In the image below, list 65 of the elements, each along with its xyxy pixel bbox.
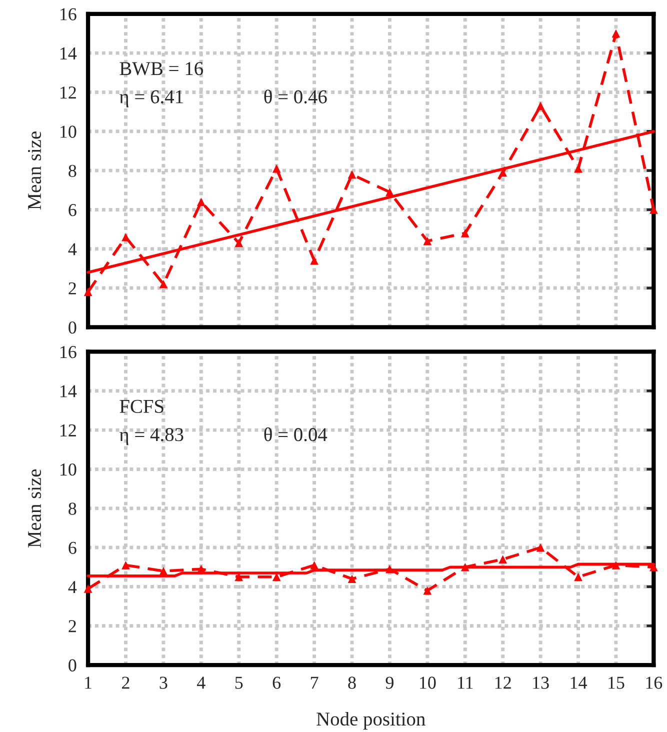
x-axis-title: Node position [316, 712, 426, 730]
x-tick-label: 11 [458, 676, 473, 689]
point [310, 560, 318, 570]
point [574, 164, 582, 173]
y-tick-label: 4 [68, 243, 77, 256]
point [536, 543, 545, 552]
x-tick-label: 14 [570, 676, 587, 689]
point [612, 29, 620, 38]
annotation: η = 4.83 [119, 428, 184, 446]
y-tick-label: 6 [68, 204, 76, 216]
y-axis-title: Mean size [28, 469, 42, 548]
annotation: η = 6.41 [119, 90, 183, 108]
y-tick-label: 0 [68, 659, 76, 672]
x-tick-label: 2 [122, 676, 130, 689]
x-tick-label: 7 [310, 676, 318, 689]
point [348, 170, 356, 179]
point [197, 198, 206, 206]
y-tick-label: 8 [68, 164, 76, 177]
y-tick-label: 4 [68, 581, 77, 593]
point [536, 102, 545, 110]
annotation: FCFS [120, 400, 164, 413]
point [84, 584, 92, 593]
y-tick-label: 14 [60, 47, 77, 60]
point [649, 206, 658, 214]
x-tick-label: 5 [235, 676, 243, 689]
point [84, 288, 92, 296]
point [498, 555, 507, 564]
x-tick-label: 13 [533, 676, 549, 689]
point [122, 560, 130, 570]
point [310, 256, 318, 265]
x-tick-label: 12 [495, 676, 511, 689]
point [460, 229, 470, 238]
x-tick-label: 3 [160, 676, 168, 689]
annotation: BWB = 16 [120, 62, 203, 76]
point [272, 164, 281, 173]
x-tick-label: 8 [348, 676, 356, 689]
y-tick-label: 0 [68, 321, 76, 334]
x-tick-label: 10 [420, 676, 436, 689]
y-tick-label: 12 [60, 424, 76, 436]
y-tick-label: 2 [68, 620, 76, 632]
x-tick-label: 6 [272, 676, 281, 689]
y-tick-label: 10 [60, 463, 76, 476]
x-tick-label: 15 [608, 676, 624, 689]
x-tick-label: 9 [386, 676, 394, 689]
y-tick-label: 16 [60, 8, 76, 20]
point [574, 572, 582, 582]
point [159, 280, 168, 288]
y-axis-title: Mean size [28, 132, 42, 210]
x-tick-label: 16 [646, 676, 662, 689]
y-tick-label: 8 [68, 502, 76, 515]
y-tick-label: 16 [60, 346, 76, 358]
y-tick-label: 12 [60, 86, 76, 98]
point [423, 236, 432, 246]
annotation: θ = 0.04 [264, 427, 328, 442]
y-tick-label: 14 [60, 385, 77, 398]
y-tick-label: 6 [68, 542, 76, 554]
y-tick-label: 10 [60, 126, 76, 138]
annotation: θ = 0.46 [264, 90, 327, 104]
x-tick-label: 4 [197, 676, 206, 689]
y-tick-label: 2 [68, 282, 76, 294]
point [348, 574, 356, 584]
point [122, 232, 130, 242]
point [234, 238, 244, 248]
point [423, 586, 432, 595]
x-tick-label: 1 [85, 676, 92, 689]
